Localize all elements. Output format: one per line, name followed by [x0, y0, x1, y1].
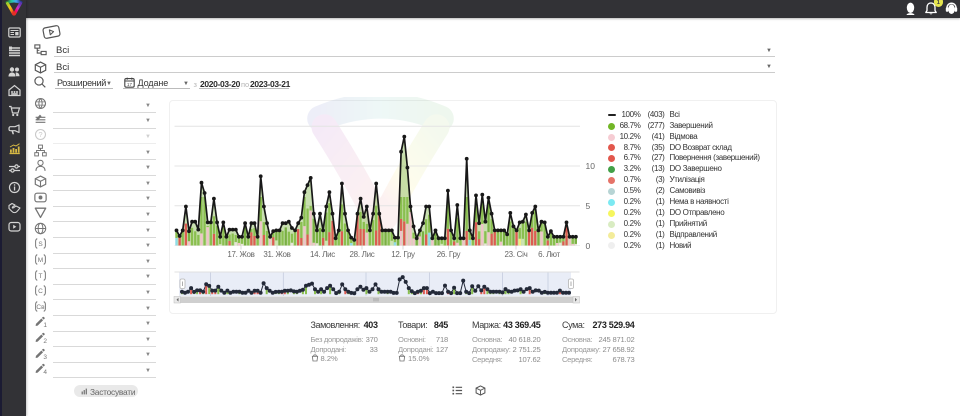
svg-text:C: C	[38, 288, 43, 295]
svg-text:4: 4	[43, 369, 47, 375]
svg-text:T: T	[39, 272, 43, 279]
svg-text:1: 1	[43, 322, 47, 328]
svg-text:17: 17	[127, 82, 132, 87]
svg-text:2: 2	[43, 338, 47, 344]
svg-text:?: ?	[38, 130, 42, 139]
svg-text:S: S	[38, 241, 43, 248]
svg-text:Cв: Cв	[36, 304, 45, 311]
svg-text:3: 3	[43, 353, 47, 359]
svg-text:M: M	[38, 257, 43, 264]
